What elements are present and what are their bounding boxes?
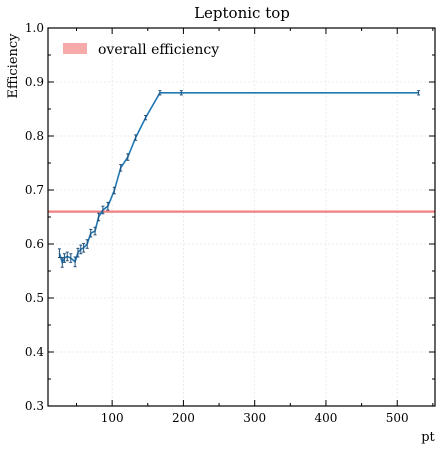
grid	[48, 27, 435, 407]
series-layer	[57, 90, 421, 268]
legend: overall efficiency	[63, 42, 219, 58]
y-tick-label: 0.3	[25, 399, 44, 413]
y-tick-label: 0.8	[25, 129, 44, 143]
y-tick-label: 0.5	[25, 291, 44, 305]
chart-title: Leptonic top	[194, 4, 290, 22]
axis-ticks: 0.3 0.4 0.5 0.6 0.7 0.8 0.9 1.0 100 200 300 400 500	[25, 21, 435, 425]
y-tick-label: 0.4	[25, 345, 44, 359]
legend-label: overall efficiency	[98, 42, 219, 58]
x-tick-label: 200	[172, 411, 195, 425]
efficiency-series-line	[58, 92, 419, 265]
x-axis-label: pt	[421, 430, 435, 445]
y-tick-label: 0.6	[25, 237, 44, 251]
x-tick-label: 100	[101, 411, 124, 425]
plot-frame	[47, 27, 436, 407]
x-tick-label: 300	[243, 411, 266, 425]
x-tick-label: 400	[315, 411, 338, 425]
y-tick-label: 1.0	[25, 21, 44, 35]
y-axis-label: Efficiency	[6, 33, 21, 99]
x-tick-label: 500	[386, 411, 409, 425]
y-tick-label: 0.7	[25, 183, 44, 197]
legend-patch	[63, 43, 87, 54]
y-tick-label: 0.9	[25, 75, 44, 89]
